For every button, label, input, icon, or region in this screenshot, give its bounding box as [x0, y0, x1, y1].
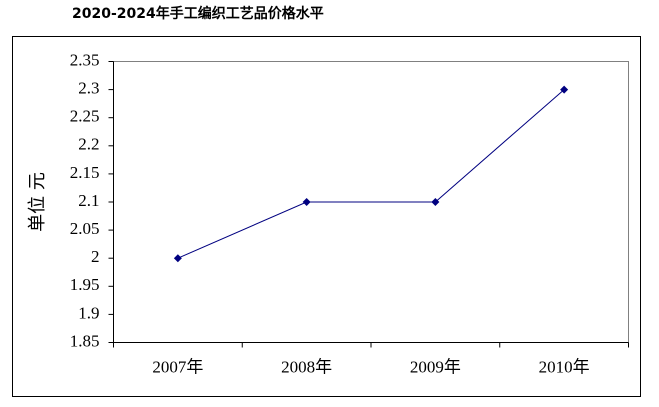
- y-tick-label: 2.25: [70, 107, 100, 126]
- y-tick-label: 2.05: [70, 219, 100, 238]
- marker: [173, 254, 182, 263]
- y-tick-label: 1.95: [70, 275, 100, 294]
- x-tick-label: 2008年: [281, 357, 332, 376]
- chart-title: 2020-2024年手工编织工艺品价格水平: [72, 5, 324, 22]
- y-tick-label: 2.3: [78, 79, 99, 98]
- x-tick-label: 2007年: [152, 357, 203, 376]
- x-tick-label: 2009年: [410, 357, 461, 376]
- y-tick-label: 2.15: [70, 163, 100, 182]
- x-tick-label: 2010年: [539, 357, 590, 376]
- y-tick-label: 2: [91, 247, 100, 266]
- line: [177, 89, 565, 259]
- y-tick-label: 2.2: [78, 135, 99, 154]
- y-axis-label: 单位 元: [27, 172, 48, 232]
- y-tick-label: 1.85: [70, 331, 100, 350]
- y-tick-label: 1.9: [78, 303, 99, 322]
- marker: [302, 198, 311, 206]
- chart-border: [12, 36, 641, 397]
- marker: [431, 198, 440, 206]
- y-tick-label: 2.35: [70, 50, 100, 69]
- marker: [560, 85, 569, 94]
- y-tick-label: 2.1: [78, 191, 99, 210]
